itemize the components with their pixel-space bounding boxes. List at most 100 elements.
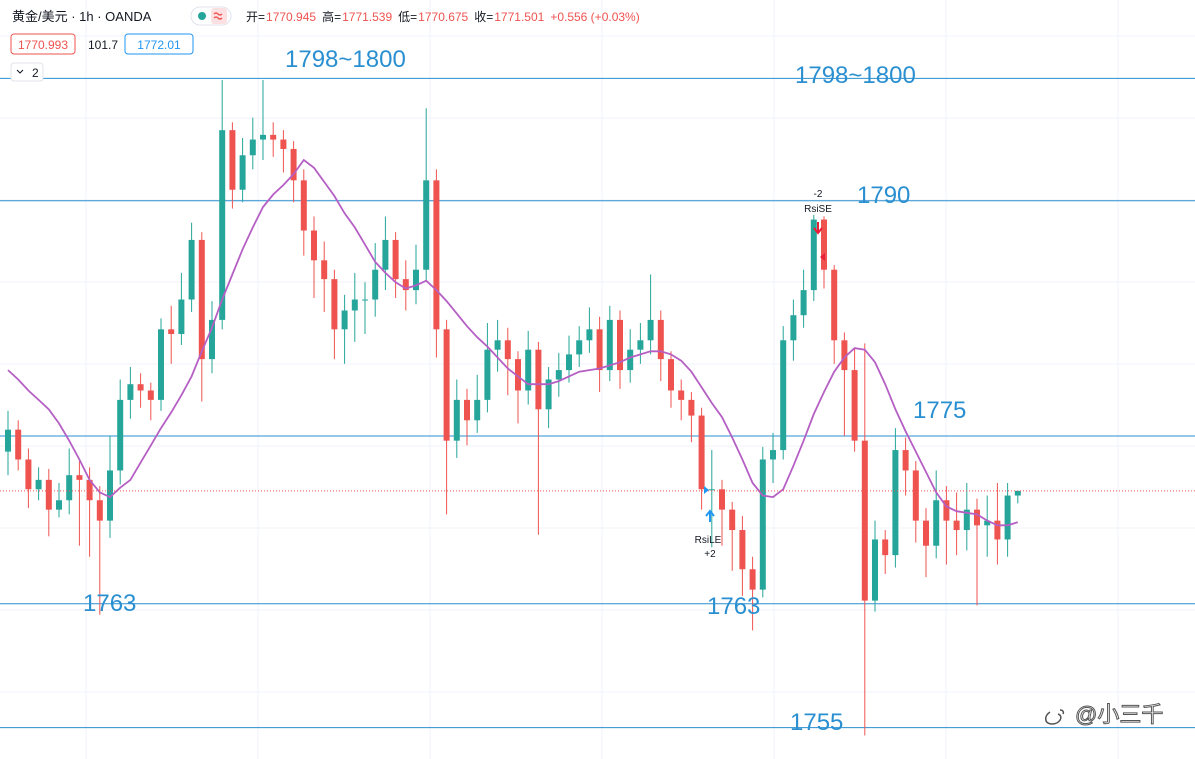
signal-amount: -2 [814,189,823,200]
candle-body [535,349,542,410]
level-annotation: 1763 [83,590,136,617]
ohlc-value: 1770.675 [418,10,468,24]
candle-body [300,180,307,231]
bid-box[interactable] [10,33,76,55]
candle-body [96,500,103,521]
candle-body [188,239,195,300]
ohlc-values: 开= 1770.945 高= 1771.539 低= 1770.675 收= 1771.501… [246,9,640,24]
candle-body [209,319,215,360]
candle-body [525,349,532,391]
candle-body [168,329,175,335]
candle-body [780,340,787,451]
level-annotation: 1775 [913,397,966,424]
ohlc-label: 高= [322,9,341,24]
candle-body [841,340,848,371]
candle-body [56,500,62,510]
ohlc-label: 开= [246,10,265,24]
candle-body [861,440,868,601]
candle-body [902,450,909,471]
candle-body [882,539,889,556]
candle-body [198,239,205,360]
watermark: @小三千 [1043,702,1164,728]
candle-body [137,384,144,391]
candle-body [270,134,277,140]
plot-area: 1798~1800 1798~1800 1790 1775 1763 1763 1755 -2… [0,46,1195,736]
candle-body [719,489,725,510]
candle-body [708,489,715,491]
buy-arrow [705,509,715,522]
symbol-title[interactable]: 黄金/美元 · 1h · OANDA [12,9,152,24]
candle-body [831,269,838,341]
candle-body [474,399,481,421]
level-annotation: 1798~1800 [285,46,406,73]
candle-body [45,479,52,510]
candle-body [229,130,236,190]
candle-body [362,299,368,301]
candle-body [372,269,379,300]
candle-body [433,180,440,330]
level-annotation: 1790 [857,182,910,209]
ask-box[interactable] [124,33,194,55]
signal-name: RsiLE [695,535,722,546]
moving-average-line [7,158,1019,527]
candle-body [657,319,664,360]
candle-body [158,329,164,400]
candle-body [994,520,1001,540]
candle-body [351,299,358,311]
candle-body [484,349,491,400]
indicators-toggle[interactable] [10,62,44,82]
candle-body [1004,495,1011,540]
level-annotation: 1755 [790,709,843,736]
candle-body [35,479,42,490]
candle-body [851,370,858,441]
candle-body [688,399,695,416]
ohlc-value: 1771.501 [494,10,544,24]
candle-body [770,450,776,460]
candle-body [464,399,470,421]
candle-body [627,349,634,371]
status-icon [213,12,223,20]
candle-body [698,415,705,490]
candle-body [821,219,827,270]
candle-body [382,239,389,270]
candle-body [25,459,32,490]
candle-body [107,470,113,521]
level-annotation: 1763 [707,593,760,620]
candle-body [147,390,154,400]
legend-panel: 黄金/美元 · 1h · OANDA 开= 1770.945 高= 1771.539 低… [10,6,640,82]
buy-marker [704,486,709,494]
candle-body [606,319,613,371]
candle-body [872,539,878,601]
watermark-icon [1045,709,1065,725]
candle-body [943,500,950,521]
candle-body [423,180,430,270]
candle-body [668,359,674,391]
signal-amount: +2 [704,549,716,560]
ask-price: 1772.01 [137,38,181,52]
candle-body [178,299,185,335]
candle-body [1014,490,1021,496]
candle-body [290,148,297,181]
price-change: +0.556 (+0.03%) [550,10,639,24]
candle-body [810,219,817,291]
candle-body [86,479,93,501]
candle-body [392,239,399,280]
bid-price: 1770.993 [18,38,68,52]
candle-body [515,359,521,391]
sell-arrow [813,222,823,235]
candle-body [504,340,511,360]
candle-body [586,329,593,341]
candle-body [974,509,980,526]
candle-body [637,340,644,350]
candle-body [729,509,736,531]
watermark-text: @小三千 [1075,702,1163,727]
candle-body [596,329,603,371]
sell-marker [820,253,825,261]
candle-body [341,310,348,330]
signal-name: RsiSE [804,204,832,215]
candle-body [76,475,83,480]
candle-body [566,354,572,371]
candle-body [984,520,991,526]
candle-body [331,279,338,330]
